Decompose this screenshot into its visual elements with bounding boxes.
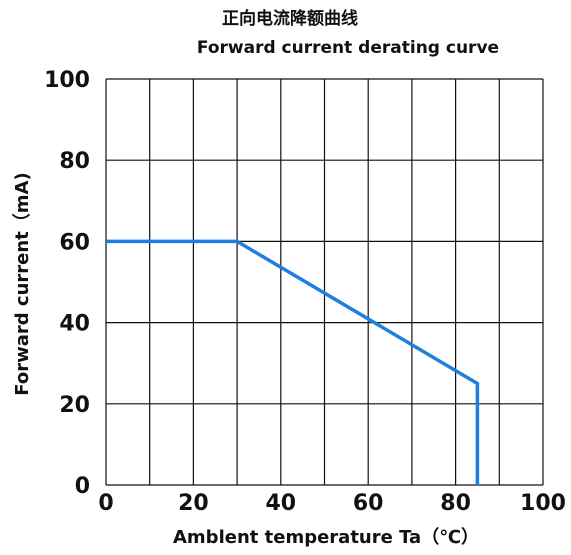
chart-title: 正向电流降额曲线 [222, 8, 358, 29]
series-layer [106, 239, 480, 485]
series-line [106, 239, 480, 485]
x-tick-label: 80 [440, 491, 471, 516]
x-axis-label: Amblent temperature Ta（℃） [173, 527, 479, 548]
grid-lines [105, 78, 544, 486]
x-tick-label: 60 [353, 491, 384, 516]
y-tick-label: 80 [59, 149, 90, 174]
x-tick-label: 100 [520, 491, 566, 516]
y-axis-label: Forward current（mA) [12, 172, 33, 395]
x-tick-label: 0 [98, 491, 113, 516]
x-tick-label: 40 [265, 491, 296, 516]
y-tick-label: 20 [59, 393, 90, 418]
chart-subtitle: Forward current derating curve [197, 38, 499, 58]
x-tick-label: 20 [178, 491, 209, 516]
y-tick-label: 100 [44, 68, 90, 93]
y-tick-label: 40 [59, 312, 90, 337]
tick-labels: 0 20 40 60 80 100 0 20 40 60 80 100 [44, 68, 566, 516]
y-tick-label: 0 [75, 474, 90, 499]
y-tick-label: 60 [59, 230, 90, 255]
